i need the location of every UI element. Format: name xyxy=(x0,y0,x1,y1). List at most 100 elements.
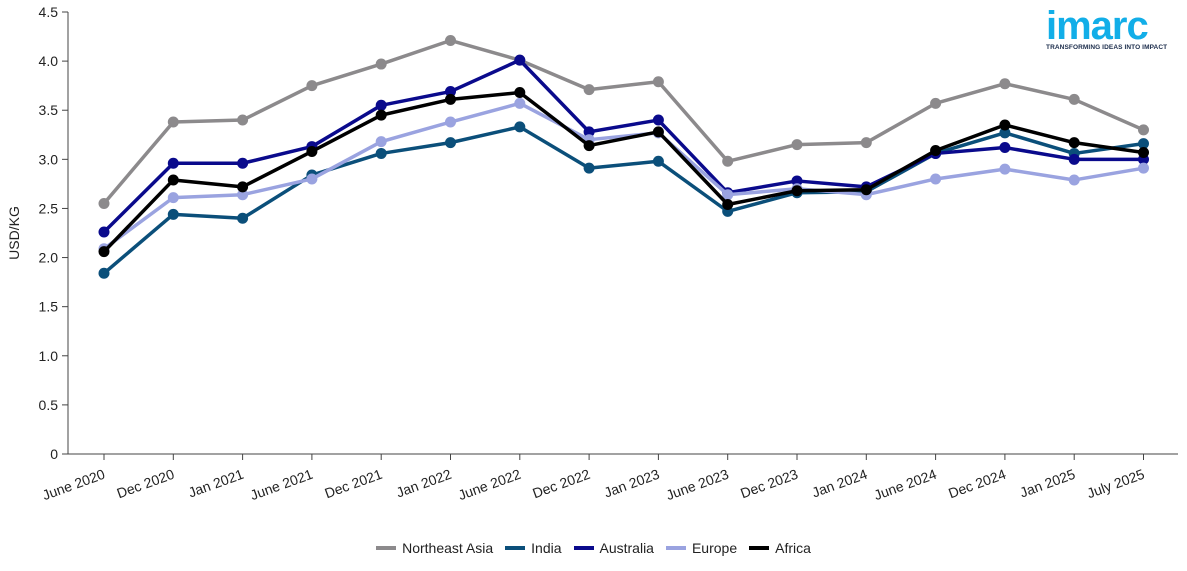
data-point-india xyxy=(514,121,526,133)
series-line-australia xyxy=(102,58,1146,234)
data-point-australia xyxy=(791,175,803,187)
data-point-africa xyxy=(583,140,595,152)
legend-item-europe: Europe xyxy=(665,540,738,556)
data-point-northeast-asia xyxy=(167,116,179,128)
data-point-europe xyxy=(514,97,526,109)
logo-wordmark: imarc xyxy=(1046,4,1149,48)
data-point-africa xyxy=(999,119,1011,131)
data-point-northeast-asia xyxy=(1068,93,1080,105)
data-point-india xyxy=(583,162,595,174)
legend-label: Australia xyxy=(599,540,654,556)
data-point-australia xyxy=(1068,153,1080,165)
legend-label: Northeast Asia xyxy=(402,540,494,556)
data-point-africa xyxy=(1138,146,1149,158)
x-tick-label: June 2020 xyxy=(40,466,107,503)
y-tick-label: 3.0 xyxy=(39,151,59,167)
data-point-europe xyxy=(930,173,942,185)
data-point-africa xyxy=(722,199,734,211)
x-tick-label: July 2025 xyxy=(1085,466,1147,502)
imarc-logo: imarc TRANSFORMING IDEAS INTO IMPACT xyxy=(1038,4,1178,56)
x-tick-label: Dec 2024 xyxy=(946,466,1008,502)
y-tick-label: 4.0 xyxy=(39,53,59,69)
legend-item-northeast-asia: Northeast Asia xyxy=(376,540,493,556)
data-point-europe xyxy=(167,192,179,204)
data-point-europe xyxy=(999,163,1011,175)
data-point-australia xyxy=(583,126,595,138)
legend-swatch xyxy=(665,546,686,550)
data-point-northeast-asia xyxy=(98,198,110,210)
series-line-india xyxy=(102,125,1146,276)
data-point-northeast-asia xyxy=(930,97,942,109)
data-point-northeast-asia xyxy=(722,155,734,167)
data-point-india xyxy=(167,208,179,220)
series-line-northeast-asia xyxy=(102,38,1146,206)
data-point-northeast-asia xyxy=(583,84,595,96)
legend-swatch xyxy=(749,546,770,550)
x-tick-label: Jan 2021 xyxy=(186,466,246,501)
y-ticks: 0 0.5 1.0 1.5 2.0 2.5 3.0 3.5 4.0 4.5 xyxy=(39,4,68,462)
data-point-africa xyxy=(306,145,318,157)
data-point-europe xyxy=(1138,162,1149,174)
x-tick-label: Jan 2022 xyxy=(394,466,454,501)
data-point-australia xyxy=(167,157,179,169)
data-point-northeast-asia xyxy=(237,114,249,126)
y-tick-label: 4.5 xyxy=(39,4,59,20)
data-point-australia xyxy=(98,226,110,238)
y-tick-label: 1.0 xyxy=(39,348,59,364)
data-point-africa xyxy=(514,87,526,99)
data-point-africa xyxy=(652,126,664,138)
data-point-australia xyxy=(445,86,456,98)
x-tick-label: Jan 2024 xyxy=(810,466,870,501)
y-axis-label: USD/KG xyxy=(6,206,22,260)
data-point-africa xyxy=(930,144,942,156)
data-point-africa xyxy=(375,109,387,121)
legend-label: Africa xyxy=(775,540,811,556)
legend-swatch xyxy=(505,546,526,550)
chart-legend: Northeast Asia India Australia Europe Africa xyxy=(0,540,1187,556)
data-point-australia xyxy=(999,142,1011,154)
y-tick-label: 0 xyxy=(50,446,58,462)
data-point-australia xyxy=(652,114,664,126)
data-point-africa xyxy=(445,93,456,105)
x-tick-label: June 2022 xyxy=(456,466,523,503)
y-tick-label: 3.5 xyxy=(39,102,59,118)
legend-swatch xyxy=(573,546,594,550)
data-point-northeast-asia xyxy=(999,78,1011,90)
data-point-europe xyxy=(237,189,249,201)
legend-item-india: India xyxy=(505,540,562,556)
y-tick-label: 1.5 xyxy=(39,299,59,315)
data-point-africa xyxy=(98,246,110,258)
data-point-africa xyxy=(167,174,179,186)
data-point-northeast-asia xyxy=(860,137,872,149)
y-tick-label: 0.5 xyxy=(39,397,59,413)
x-tick-label: June 2024 xyxy=(872,466,939,503)
data-point-northeast-asia xyxy=(306,80,318,92)
data-point-india xyxy=(237,212,249,224)
data-point-northeast-asia xyxy=(1138,124,1149,136)
legend-label: Europe xyxy=(691,540,738,556)
data-point-africa xyxy=(860,184,872,196)
x-tick-label: Dec 2023 xyxy=(738,466,800,502)
data-point-india xyxy=(375,147,387,159)
data-point-africa xyxy=(791,185,803,197)
y-tick-label: 2.0 xyxy=(39,250,59,266)
data-point-europe xyxy=(445,116,456,128)
x-tick-label: June 2023 xyxy=(664,466,731,503)
data-point-india xyxy=(1138,138,1149,150)
x-tick-label: Dec 2022 xyxy=(530,466,592,502)
legend-swatch xyxy=(376,546,397,550)
data-point-africa xyxy=(237,181,249,193)
x-ticks: June 2020 Dec 2020 Jan 2021 June 2021 Dec 20… xyxy=(40,454,1147,503)
x-tick-label: Dec 2021 xyxy=(322,466,384,502)
series-line-africa xyxy=(102,90,1146,254)
legend-item-australia: Australia xyxy=(573,540,654,556)
series-layer xyxy=(98,34,1149,279)
data-point-australia xyxy=(514,54,526,66)
logo-tagline: TRANSFORMING IDEAS INTO IMPACT xyxy=(1046,44,1168,51)
data-point-australia xyxy=(375,99,387,111)
x-tick-label: Jan 2023 xyxy=(602,466,662,501)
data-point-northeast-asia xyxy=(791,139,803,151)
data-point-india xyxy=(98,267,110,279)
data-point-europe xyxy=(375,136,387,148)
